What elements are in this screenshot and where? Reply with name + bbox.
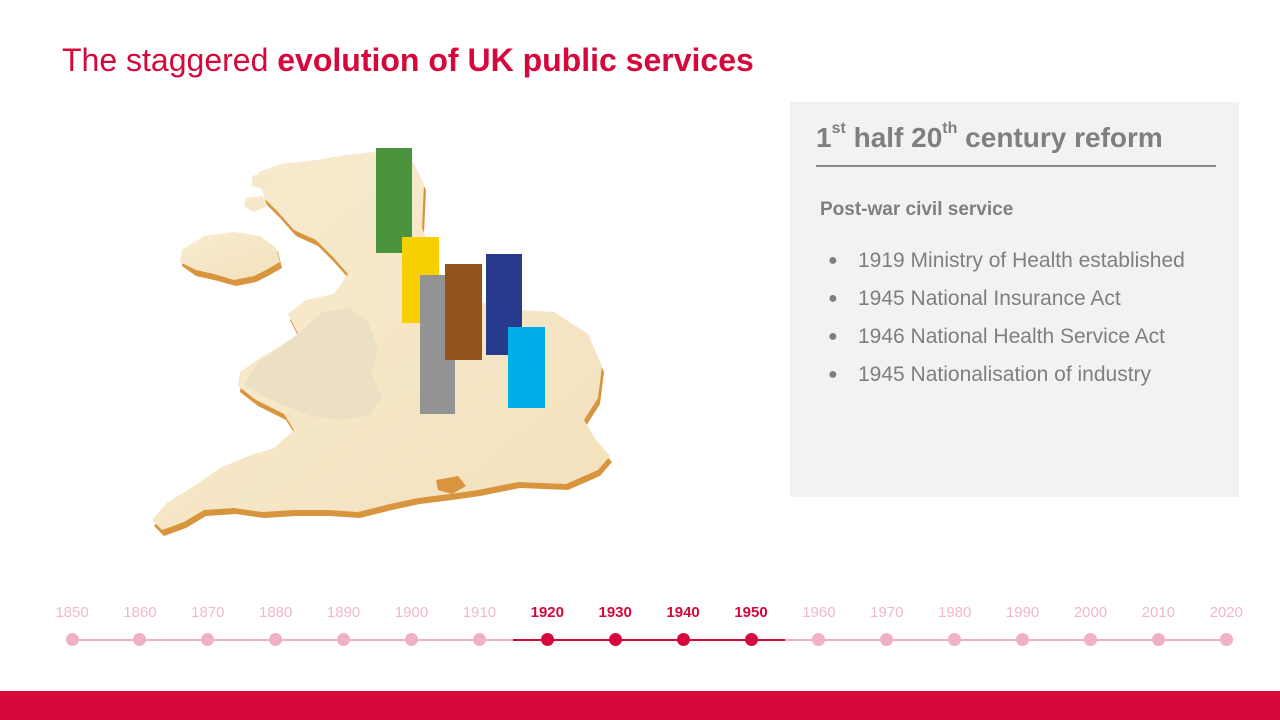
timeline-dot xyxy=(540,633,554,646)
bar-brown xyxy=(445,264,482,360)
bar-green xyxy=(376,148,412,253)
timeline-dot xyxy=(1219,633,1233,646)
timeline-dot xyxy=(337,633,351,646)
bullet-item: ● 1945 National Insurance Act xyxy=(826,280,1185,318)
wales-shape xyxy=(244,308,382,420)
heading-superscript: th xyxy=(942,120,958,137)
bullet-text: 1945 Nationalisation of industry xyxy=(858,363,1152,386)
island-shape xyxy=(436,476,466,494)
timeline-dot xyxy=(676,633,690,646)
timeline-year-label: 1990 xyxy=(1005,604,1040,621)
timeline-dot xyxy=(269,633,283,646)
timeline-year-label: 1930 xyxy=(598,604,632,621)
bullet-icon: ● xyxy=(828,328,838,345)
timeline-dot xyxy=(65,633,79,646)
heading-divider xyxy=(816,165,1216,167)
timeline-year-label: 1980 xyxy=(938,604,972,621)
timeline-year-label: 1910 xyxy=(462,604,497,621)
island-shape xyxy=(252,172,278,190)
timeline-year-label: 2020 xyxy=(1209,604,1243,621)
heading-part: century reform xyxy=(957,122,1163,153)
bullet-icon: ● xyxy=(828,290,838,307)
bullet-text: 1945 National Insurance Act xyxy=(858,287,1121,310)
bullet-text: 1919 Ministry of Health established xyxy=(858,249,1185,272)
northern-ireland-shape xyxy=(180,232,282,286)
bullet-text: 1946 National Health Service Act xyxy=(858,325,1166,348)
timeline-dot xyxy=(201,633,215,646)
timeline-dot xyxy=(608,633,622,646)
timeline-dot xyxy=(744,633,758,646)
timeline-dot xyxy=(948,633,962,646)
bullet-item: ● 1919 Ministry of Health established xyxy=(826,242,1185,280)
timeline-year-label: 1960 xyxy=(802,604,836,621)
bullet-icon: ● xyxy=(828,366,838,383)
title-bold: evolution of UK public services xyxy=(277,42,754,78)
bullet-icon: ● xyxy=(828,252,838,269)
timeline-dot xyxy=(880,633,894,646)
timeline-dot xyxy=(1016,633,1030,646)
timeline-year-label: 1880 xyxy=(259,604,293,621)
title-regular: The staggered xyxy=(62,42,278,78)
info-panel: 1st half 20th century reform Post-war ci… xyxy=(790,102,1239,497)
footer-bar xyxy=(0,691,1280,720)
timeline-year-label: 1860 xyxy=(123,604,157,621)
great-britain-shape xyxy=(152,152,610,530)
bullet-item: ● 1946 National Health Service Act xyxy=(826,318,1185,356)
heading-part: half 20 xyxy=(845,122,943,153)
timeline-line xyxy=(72,639,514,641)
timeline-year-label: 2010 xyxy=(1141,604,1176,621)
timeline-year-label: 1850 xyxy=(55,604,89,621)
timeline-dot xyxy=(812,633,826,646)
heading-part: 1 xyxy=(816,122,832,153)
panel-subheading: Post-war civil service xyxy=(820,199,1014,220)
island-shape xyxy=(244,196,268,212)
panel-heading: 1st half 20th century reform xyxy=(816,120,1216,154)
timeline-dot xyxy=(1151,633,1165,646)
bar-light-blue xyxy=(508,327,545,408)
timeline-year-label: 1970 xyxy=(870,604,904,621)
page-title: The staggered evolution of UK public ser… xyxy=(62,42,754,79)
timeline-year-label: 1950 xyxy=(734,604,768,621)
timeline-year-label: 1920 xyxy=(530,604,564,621)
bullet-item: ● 1945 Nationalisation of industry xyxy=(826,356,1185,394)
timeline-year-label: 1940 xyxy=(666,604,700,621)
timeline-dot xyxy=(133,633,147,646)
timeline-dot xyxy=(405,633,418,646)
timeline-year-label: 2000 xyxy=(1073,604,1108,621)
timeline-line-active xyxy=(513,639,785,641)
timeline-dot xyxy=(1084,633,1097,646)
timeline-dot xyxy=(472,633,486,646)
timeline-line xyxy=(784,639,1227,641)
bullet-list: ● 1919 Ministry of Health established ● 19… xyxy=(826,242,1185,394)
heading-superscript: st xyxy=(831,120,846,137)
timeline-year-label: 1900 xyxy=(394,604,429,621)
uk-map xyxy=(152,148,612,536)
timeline-year-label: 1870 xyxy=(191,604,225,621)
timeline: 1850 1860 1870 1880 1890 1900 1910 1920 1930 1940… xyxy=(0,596,1280,656)
timeline-year-label: 1890 xyxy=(326,604,361,621)
